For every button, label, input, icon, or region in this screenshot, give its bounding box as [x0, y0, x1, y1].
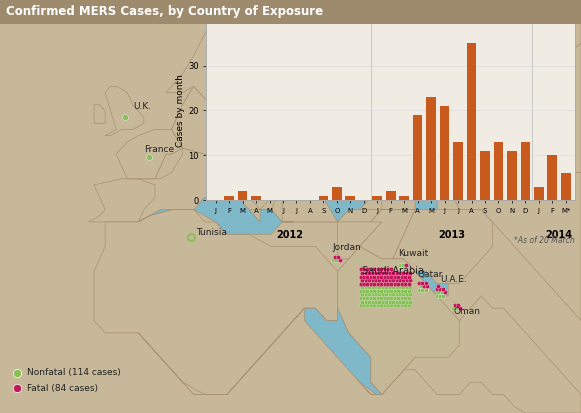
Polygon shape — [216, 148, 349, 222]
Polygon shape — [105, 86, 144, 135]
Text: Jordan: Jordan — [332, 243, 361, 252]
Text: 2013: 2013 — [438, 230, 465, 240]
Polygon shape — [116, 129, 182, 179]
Polygon shape — [216, 12, 304, 105]
Text: U.A.E.: U.A.E. — [440, 275, 467, 284]
Text: Saudi Arabia: Saudi Arabia — [363, 266, 425, 276]
Text: Fatal (84 cases): Fatal (84 cases) — [27, 384, 98, 393]
Bar — [480, 151, 490, 200]
Polygon shape — [404, 173, 581, 320]
Bar — [521, 142, 530, 200]
Text: Tunisia: Tunisia — [196, 228, 227, 237]
Polygon shape — [293, 185, 371, 222]
Polygon shape — [249, 12, 304, 111]
Bar — [453, 142, 463, 200]
Polygon shape — [94, 209, 338, 394]
Bar — [224, 196, 234, 200]
Polygon shape — [282, 160, 382, 222]
Text: 2012: 2012 — [276, 230, 303, 240]
Bar — [372, 196, 382, 200]
Polygon shape — [360, 173, 448, 197]
Polygon shape — [138, 197, 293, 234]
Polygon shape — [166, 12, 249, 99]
Bar — [561, 173, 571, 200]
Polygon shape — [404, 271, 448, 296]
Polygon shape — [127, 148, 182, 179]
Bar — [413, 115, 422, 200]
Polygon shape — [88, 179, 155, 222]
Bar — [251, 196, 261, 200]
Bar — [386, 191, 396, 200]
Text: *As of 20 March: *As of 20 March — [514, 236, 575, 245]
Text: 2014: 2014 — [546, 230, 572, 240]
Bar — [547, 155, 557, 200]
Polygon shape — [94, 105, 105, 123]
Bar — [467, 43, 476, 200]
Polygon shape — [304, 43, 581, 185]
Text: Qatar: Qatar — [418, 271, 443, 279]
Y-axis label: Cases by month: Cases by month — [176, 74, 185, 147]
Polygon shape — [338, 209, 382, 259]
Bar — [494, 142, 503, 200]
Text: Confirmed MERS Cases, by Country of Exposure: Confirmed MERS Cases, by Country of Expo… — [6, 5, 323, 19]
Bar — [534, 187, 544, 200]
Polygon shape — [382, 209, 493, 284]
Polygon shape — [171, 86, 304, 154]
Polygon shape — [360, 209, 415, 259]
Text: France: France — [144, 145, 174, 154]
Polygon shape — [415, 173, 437, 209]
Polygon shape — [138, 296, 581, 413]
Bar — [399, 196, 409, 200]
Text: Nonfatal (114 cases): Nonfatal (114 cases) — [27, 368, 120, 377]
Bar — [238, 191, 248, 200]
Polygon shape — [304, 308, 382, 394]
Bar — [318, 196, 328, 200]
Polygon shape — [171, 0, 581, 154]
Polygon shape — [338, 247, 459, 394]
Text: Kuwait: Kuwait — [399, 249, 429, 258]
Bar — [332, 187, 342, 200]
Text: U.K.: U.K. — [133, 102, 151, 111]
Bar — [507, 151, 517, 200]
Bar — [426, 97, 436, 200]
Bar — [346, 196, 355, 200]
Text: Oman: Oman — [454, 307, 480, 316]
Bar — [440, 106, 450, 200]
